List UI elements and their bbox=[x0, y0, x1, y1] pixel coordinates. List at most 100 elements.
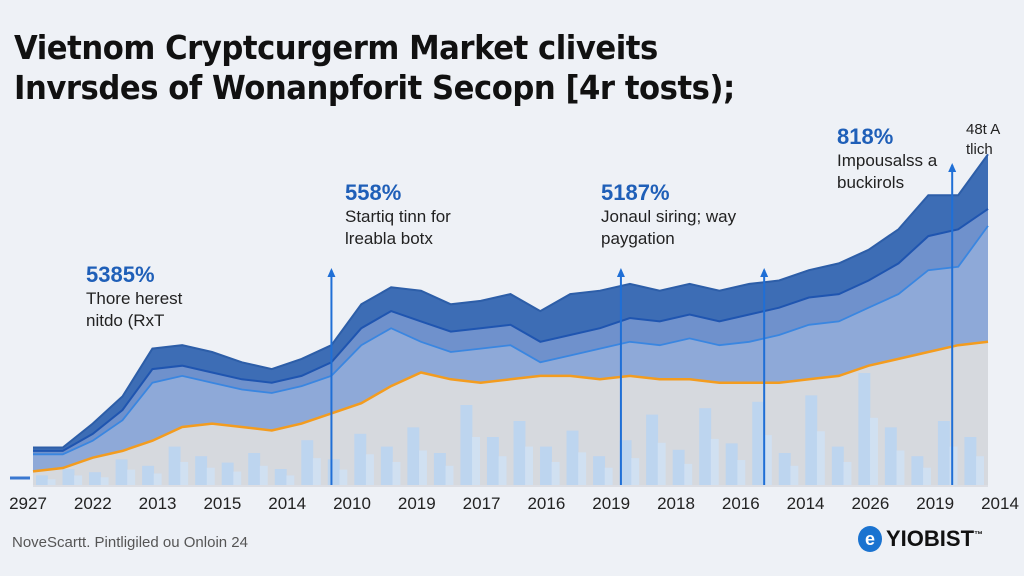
light-line bbox=[33, 225, 989, 456]
volume-bar bbox=[472, 437, 480, 485]
volume-bar bbox=[710, 438, 719, 485]
annotation-text: nitdo (RxT bbox=[86, 311, 165, 330]
volume-bar bbox=[699, 408, 712, 485]
volume-bar bbox=[339, 469, 348, 485]
x-tick-label: 2018 bbox=[657, 494, 695, 513]
volume-bar bbox=[593, 456, 606, 485]
volume-bar bbox=[233, 471, 242, 485]
volume-bar bbox=[380, 446, 393, 485]
volume-bar bbox=[763, 435, 772, 485]
marker-arrow-icon bbox=[760, 268, 769, 277]
marker-arrow-icon bbox=[948, 163, 957, 172]
volume-bar bbox=[725, 443, 738, 485]
upper-band-line bbox=[33, 153, 989, 449]
brand-logo: e YIOBIST™ bbox=[858, 526, 983, 552]
footer-source: NoveScartt. Pintligiled ou Onloin 24 bbox=[12, 534, 248, 551]
annotation-text: lreabla botx bbox=[345, 229, 433, 248]
chart-title: Vietnom Cryptcurgerm Market cliveits Inv… bbox=[14, 28, 735, 108]
annotation-text: Startiq tinn for bbox=[345, 207, 451, 226]
volume-bar bbox=[248, 453, 261, 485]
annotation-2: 558% Startiq tinn for lreabla botx bbox=[345, 180, 451, 250]
volume-bar bbox=[525, 446, 534, 485]
volume-bar bbox=[790, 465, 799, 485]
volume-bar bbox=[858, 373, 871, 485]
orange-line bbox=[32, 340, 989, 473]
volume-bar bbox=[100, 477, 109, 485]
volume-bar bbox=[684, 463, 693, 485]
volume-bar bbox=[433, 453, 446, 485]
volume-bar bbox=[47, 479, 56, 485]
x-tick-label: 2016 bbox=[527, 494, 566, 513]
annotation-text: Impousalss a bbox=[837, 151, 938, 170]
volume-bar bbox=[540, 446, 552, 485]
volume-bar bbox=[259, 465, 268, 485]
marker-arrow-icon bbox=[327, 268, 336, 277]
volume-bar bbox=[486, 437, 499, 485]
volume-bar bbox=[949, 446, 958, 485]
volume-bar bbox=[74, 475, 83, 485]
x-tick-label: 2019 bbox=[397, 494, 436, 513]
title-line-2: Invrsdes of Wonanpforit Secopn [4r tosts… bbox=[14, 68, 735, 107]
volume-bar bbox=[646, 414, 659, 485]
volume-bar bbox=[869, 417, 878, 485]
logo-text: YIOBIST bbox=[886, 526, 975, 551]
volume-bar bbox=[62, 469, 75, 485]
x-tick-label: 2014 bbox=[981, 494, 1019, 513]
volume-bar bbox=[206, 467, 215, 485]
volume-bar bbox=[778, 453, 791, 485]
annotation-4: 818% Impousalss a buckirols bbox=[837, 124, 937, 194]
volume-bar bbox=[884, 427, 897, 485]
volume-bar bbox=[153, 473, 162, 485]
volume-bar bbox=[672, 449, 685, 485]
volume-bar bbox=[604, 467, 613, 485]
x-tick-label: 2927 bbox=[9, 494, 47, 513]
volume-bar bbox=[631, 458, 640, 485]
volume-bar bbox=[354, 433, 367, 485]
volume-bar bbox=[365, 454, 374, 485]
volume-bar bbox=[274, 469, 287, 485]
volume-bar bbox=[831, 446, 844, 485]
x-tick-label: 2019 bbox=[592, 494, 631, 513]
volume-bar bbox=[513, 421, 526, 485]
logo-tm: ™ bbox=[974, 529, 984, 540]
annotation-3: 5187% Jonaul siring; way paygation bbox=[601, 180, 736, 250]
x-tick-label: 2014 bbox=[786, 494, 825, 513]
volume-bar bbox=[911, 456, 924, 485]
annotation-text: Thore herest bbox=[86, 289, 183, 308]
volume-bar bbox=[752, 401, 765, 485]
volume-bar bbox=[657, 442, 666, 485]
x-tick-label: 2013 bbox=[138, 494, 177, 513]
logo-globe-icon: e bbox=[858, 526, 882, 552]
volume-bar bbox=[180, 461, 189, 485]
volume-bar bbox=[142, 465, 155, 485]
annotation-text: 48t A bbox=[966, 121, 1001, 138]
annotation-text: paygation bbox=[601, 229, 675, 248]
volume-bar bbox=[843, 461, 852, 485]
volume-bar bbox=[976, 456, 985, 485]
volume-bar bbox=[619, 440, 632, 485]
annotation-text: buckirols bbox=[837, 173, 905, 192]
volume-bar bbox=[578, 452, 587, 485]
marker-arrow-icon bbox=[616, 268, 625, 277]
volume-bar bbox=[498, 456, 507, 485]
volume-bar bbox=[937, 421, 950, 485]
title-line-1: Vietnom Cryptcurgerm Market cliveits bbox=[14, 28, 658, 67]
volume-bar bbox=[923, 467, 931, 485]
volume-bar bbox=[327, 459, 340, 485]
volume-bar bbox=[221, 462, 234, 485]
volume-bar bbox=[312, 458, 321, 485]
x-tick-label: 2016 bbox=[721, 494, 760, 513]
annotation-value: 5187% bbox=[601, 180, 670, 205]
volume-bar bbox=[418, 450, 427, 485]
volume-bar bbox=[89, 472, 101, 485]
annotation-value: 558% bbox=[345, 180, 402, 205]
x-tick-label: 2017 bbox=[462, 494, 501, 513]
x-tick-label: 2010 bbox=[333, 494, 371, 513]
volume-bar bbox=[460, 405, 473, 485]
volume-bar bbox=[168, 446, 181, 485]
annotation-text: Jonaul siring; way bbox=[601, 207, 737, 226]
volume-bar bbox=[127, 469, 136, 485]
x-tick-label: 2015 bbox=[203, 494, 242, 513]
volume-bar bbox=[805, 395, 818, 485]
